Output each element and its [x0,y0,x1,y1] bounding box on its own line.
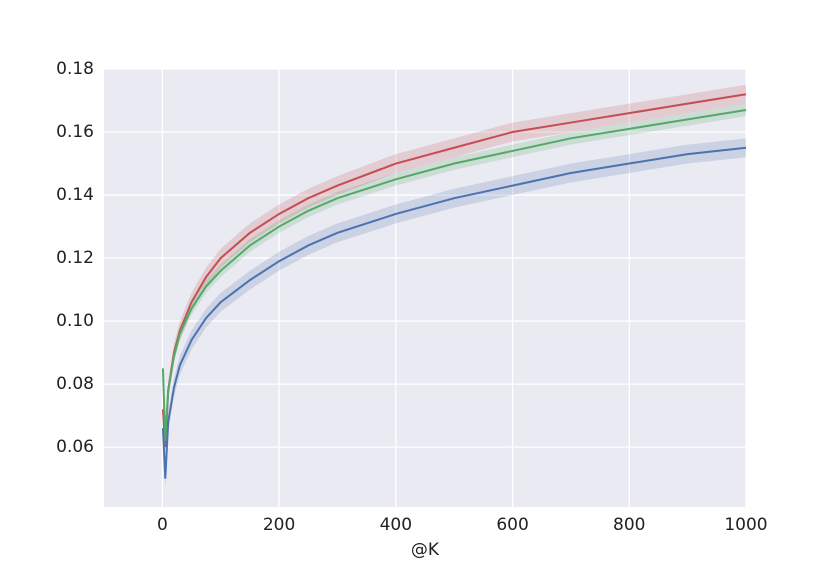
x-tick-label: 800 [613,515,645,535]
line [161,108,747,441]
y-tick-label: 0.16 [56,122,94,142]
x-axis-label: @K [411,540,440,560]
y-tick-label: 0.06 [56,437,94,457]
y-tick-label: 0.08 [56,374,94,394]
x-tick-label: 200 [263,515,295,535]
y-tick-label: 0.18 [56,59,94,79]
y-tick-label: 0.14 [56,185,94,205]
plot-area [104,69,746,507]
y-tick-label: 0.12 [56,248,94,268]
x-tick-label: 0 [157,515,168,535]
x-tick-label: 1000 [724,515,767,535]
y-tick-label: 0.10 [56,311,94,331]
line [161,146,747,479]
x-tick-label: 600 [496,515,528,535]
x-tick-label: 400 [380,515,412,535]
